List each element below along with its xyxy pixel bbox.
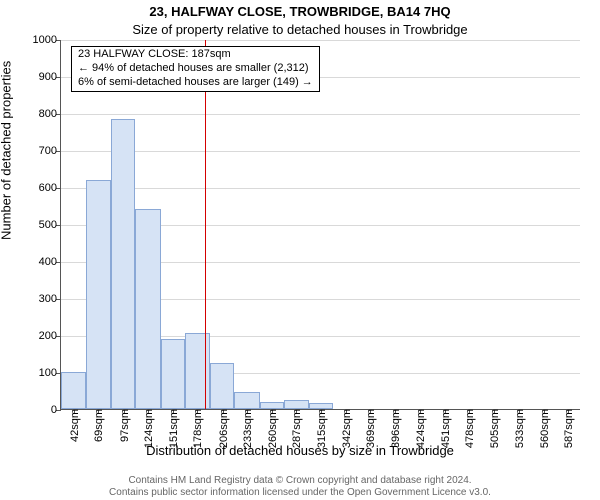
plot-area: 0100200300400500600700800900100042sqm69s…: [60, 40, 580, 410]
x-tick-label: 97sqm: [119, 409, 131, 442]
reference-line: [205, 40, 206, 409]
footer: Contains HM Land Registry data © Crown c…: [0, 475, 600, 498]
y-tick-label: 0: [51, 404, 61, 416]
y-axis-label: Number of detached properties: [0, 61, 14, 240]
x-axis-label: Distribution of detached houses by size …: [0, 443, 600, 458]
histogram-bar: [210, 363, 235, 409]
y-tick-label: 300: [39, 293, 61, 305]
legend-line-1: 23 HALFWAY CLOSE: 187sqm: [78, 48, 313, 62]
x-tick-label: 69sqm: [93, 409, 105, 442]
footer-line-2: Contains public sector information licen…: [0, 487, 600, 499]
histogram-bar: [234, 392, 259, 409]
histogram-bar: [260, 402, 285, 409]
histogram-bar: [61, 372, 86, 409]
title-line-2: Size of property relative to detached ho…: [0, 22, 600, 37]
histogram-bar: [86, 180, 111, 409]
histogram-bar: [135, 209, 160, 409]
y-tick-label: 1000: [33, 34, 61, 46]
title-line-1: 23, HALFWAY CLOSE, TROWBRIDGE, BA14 7HQ: [0, 4, 600, 19]
legend-line-3: 6% of semi-detached houses are larger (1…: [78, 76, 313, 90]
legend-box: 23 HALFWAY CLOSE: 187sqm ← 94% of detach…: [71, 46, 320, 92]
y-tick-label: 400: [39, 256, 61, 268]
chart-container: 23, HALFWAY CLOSE, TROWBRIDGE, BA14 7HQ …: [0, 0, 600, 500]
y-tick-label: 200: [39, 330, 61, 342]
grid-line: [61, 40, 580, 41]
x-tick-label: 42sqm: [69, 409, 81, 442]
y-tick-label: 800: [39, 108, 61, 120]
y-tick-label: 500: [39, 219, 61, 231]
histogram-bar: [111, 119, 136, 409]
grid-line: [61, 151, 580, 152]
y-tick-label: 100: [39, 367, 61, 379]
histogram-bar: [161, 339, 186, 409]
histogram-bar: [284, 400, 309, 409]
grid-line: [61, 188, 580, 189]
y-tick-label: 600: [39, 182, 61, 194]
y-tick-label: 700: [39, 145, 61, 157]
grid-line: [61, 114, 580, 115]
y-tick-label: 900: [39, 71, 61, 83]
legend-line-2: ← 94% of detached houses are smaller (2,…: [78, 62, 313, 76]
footer-line-1: Contains HM Land Registry data © Crown c…: [0, 475, 600, 487]
